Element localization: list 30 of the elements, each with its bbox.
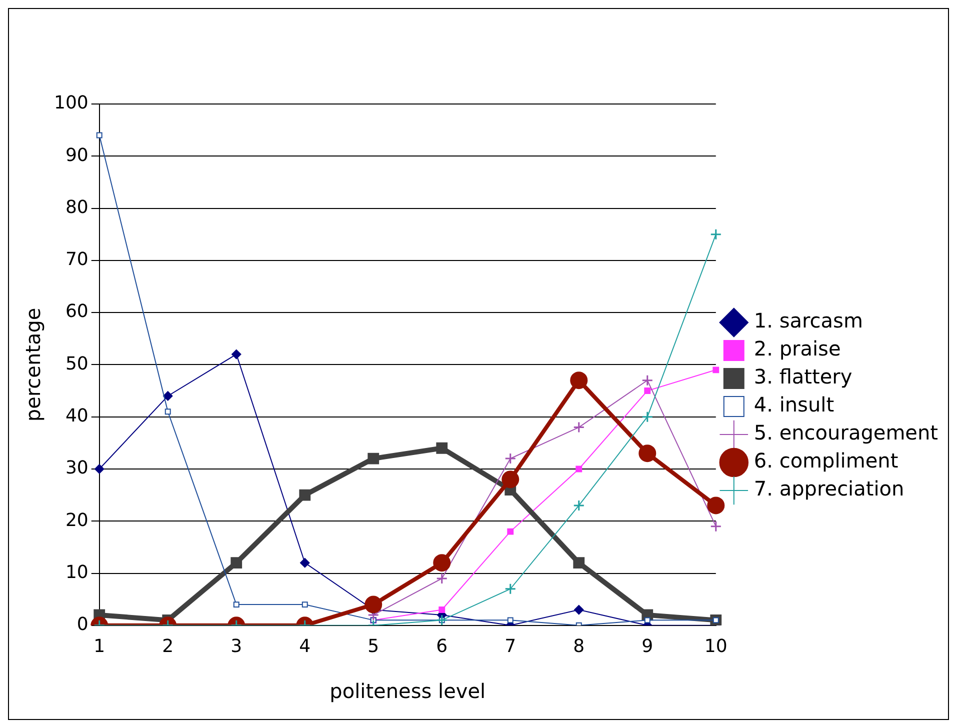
y-tick-label: 50 xyxy=(65,353,88,374)
x-tick-label: 8 xyxy=(573,636,585,657)
x-tick-label: 7 xyxy=(504,636,516,657)
y-tick-label: 60 xyxy=(65,301,88,322)
y-tick-label: 10 xyxy=(65,562,88,583)
y-tick-label: 40 xyxy=(65,406,88,427)
x-tick-label: 4 xyxy=(299,636,311,657)
y-tick-label: 30 xyxy=(65,458,88,479)
legend-label: 2. praise xyxy=(754,336,841,361)
x-axis-title: politeness level xyxy=(330,679,486,704)
y-tick-label: 80 xyxy=(65,196,88,218)
x-tick-label: 1 xyxy=(94,636,106,657)
y-tick-label: 20 xyxy=(65,510,88,531)
x-tick-label: 5 xyxy=(368,636,380,657)
y-axis-title: percentage xyxy=(21,308,46,422)
y-tick-label: 70 xyxy=(65,249,88,270)
legend-label: 4. insult xyxy=(754,392,834,417)
x-tick-label: 3 xyxy=(230,636,242,657)
legend-label: 3. flattery xyxy=(754,364,852,389)
y-tick-label: 0 xyxy=(76,614,88,636)
x-tick-label: 9 xyxy=(642,636,654,657)
x-tick-label: 10 xyxy=(704,636,728,657)
y-tick-label: 90 xyxy=(65,144,88,166)
x-tick-label: 2 xyxy=(162,636,174,657)
x-tick-label: 6 xyxy=(436,636,448,657)
legend-label: 5. encouragement xyxy=(754,420,938,445)
y-tick-label: 100 xyxy=(54,92,88,114)
legend-label: 1. sarcasm xyxy=(754,308,863,333)
legend-label: 7. appreciation xyxy=(754,476,904,501)
legend-label: 6. compliment xyxy=(754,448,898,473)
